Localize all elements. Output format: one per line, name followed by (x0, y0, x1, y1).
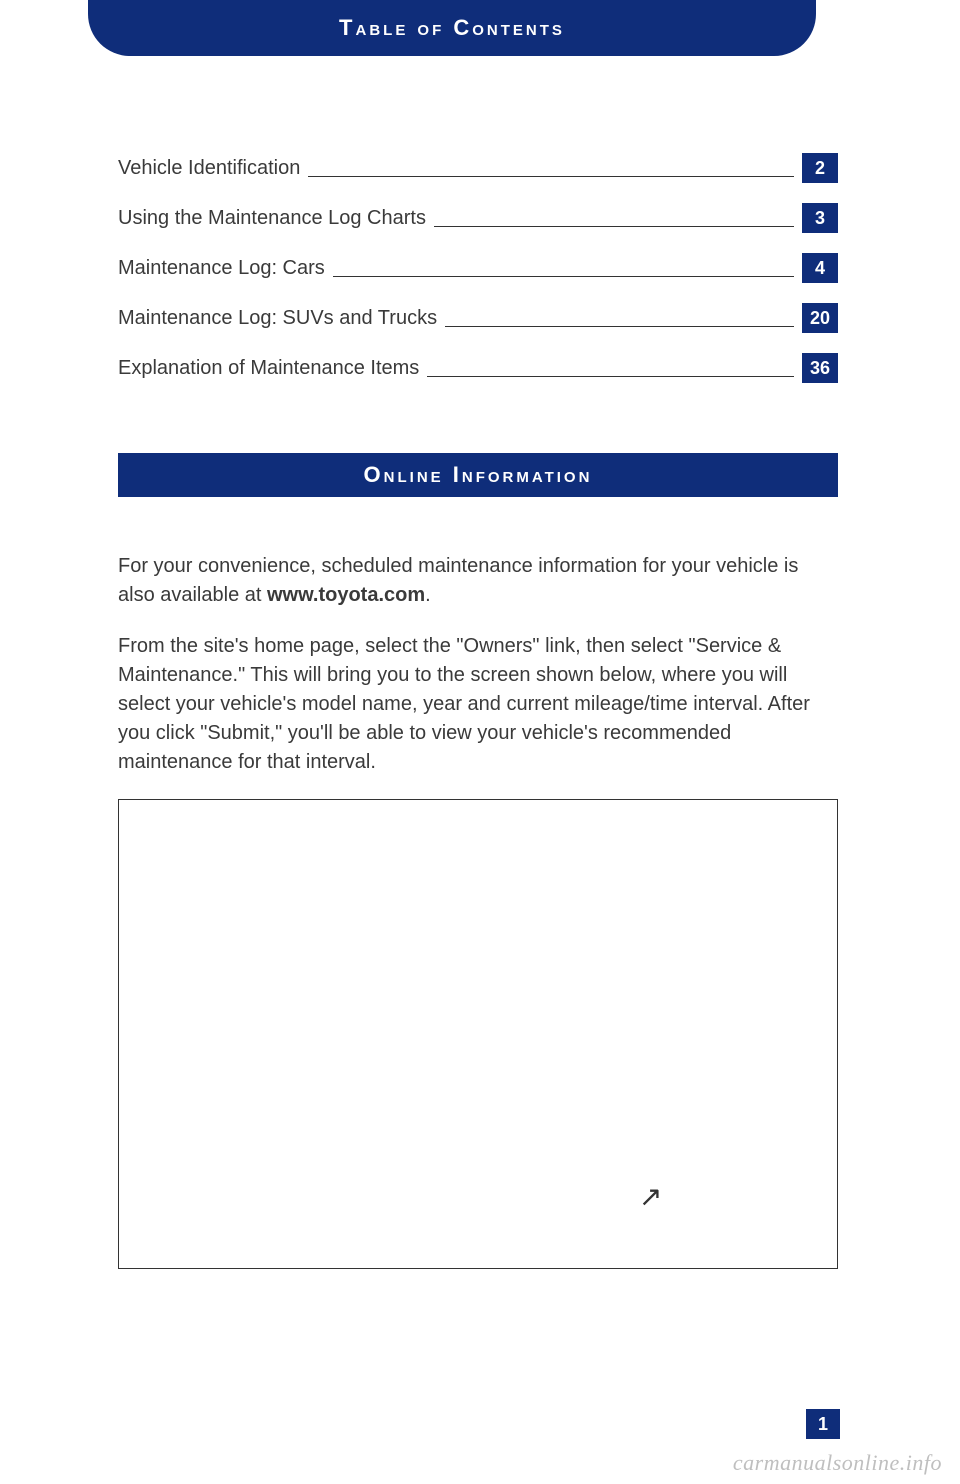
page-number: 1 (806, 1409, 840, 1439)
toc-leader-line (427, 376, 794, 377)
page-number-value: 1 (818, 1414, 828, 1435)
toc-row: Explanation of Maintenance Items 36 (118, 351, 838, 383)
toc-row: Vehicle Identification 2 (118, 151, 838, 183)
toc-item-label: Explanation of Maintenance Items (118, 357, 419, 383)
website-url: www.toyota.com (267, 584, 425, 606)
toc-item-page: 20 (802, 303, 838, 333)
online-paragraph-1: For your convenience, scheduled maintena… (118, 552, 838, 610)
toc-leader-line (333, 276, 794, 277)
toc-item-page: 36 (802, 353, 838, 383)
toc-leader-line (445, 326, 794, 327)
toc-header: Table of Contents (88, 0, 816, 56)
toc-item-page: 4 (802, 253, 838, 283)
online-info-body: For your convenience, scheduled maintena… (118, 552, 838, 777)
online-info-title: Online Information (364, 462, 593, 488)
watermark: carmanualsonline.info (733, 1450, 942, 1476)
toc-item-page: 3 (802, 203, 838, 233)
text-run: For your convenience, scheduled maintena… (118, 555, 798, 606)
online-paragraph-2: From the site's home page, select the "O… (118, 632, 838, 777)
toc-row: Maintenance Log: SUVs and Trucks 20 (118, 301, 838, 333)
toc-item-label: Using the Maintenance Log Charts (118, 207, 426, 233)
toc-row: Maintenance Log: Cars 4 (118, 251, 838, 283)
cursor-icon: ↖ (639, 1180, 662, 1213)
toc-title: Table of Contents (339, 15, 565, 41)
toc-item-label: Maintenance Log: SUVs and Trucks (118, 307, 437, 333)
toc-leader-line (434, 226, 794, 227)
toc-item-label: Maintenance Log: Cars (118, 257, 325, 283)
toc-item-page: 2 (802, 153, 838, 183)
toc-item-label: Vehicle Identification (118, 157, 300, 183)
text-run: . (425, 584, 431, 606)
toc-list: Vehicle Identification 2 Using the Maint… (118, 151, 838, 383)
toc-row: Using the Maintenance Log Charts 3 (118, 201, 838, 233)
online-info-header: Online Information (118, 453, 838, 497)
toc-leader-line (308, 176, 794, 177)
screenshot-placeholder: ↖ (118, 799, 838, 1269)
